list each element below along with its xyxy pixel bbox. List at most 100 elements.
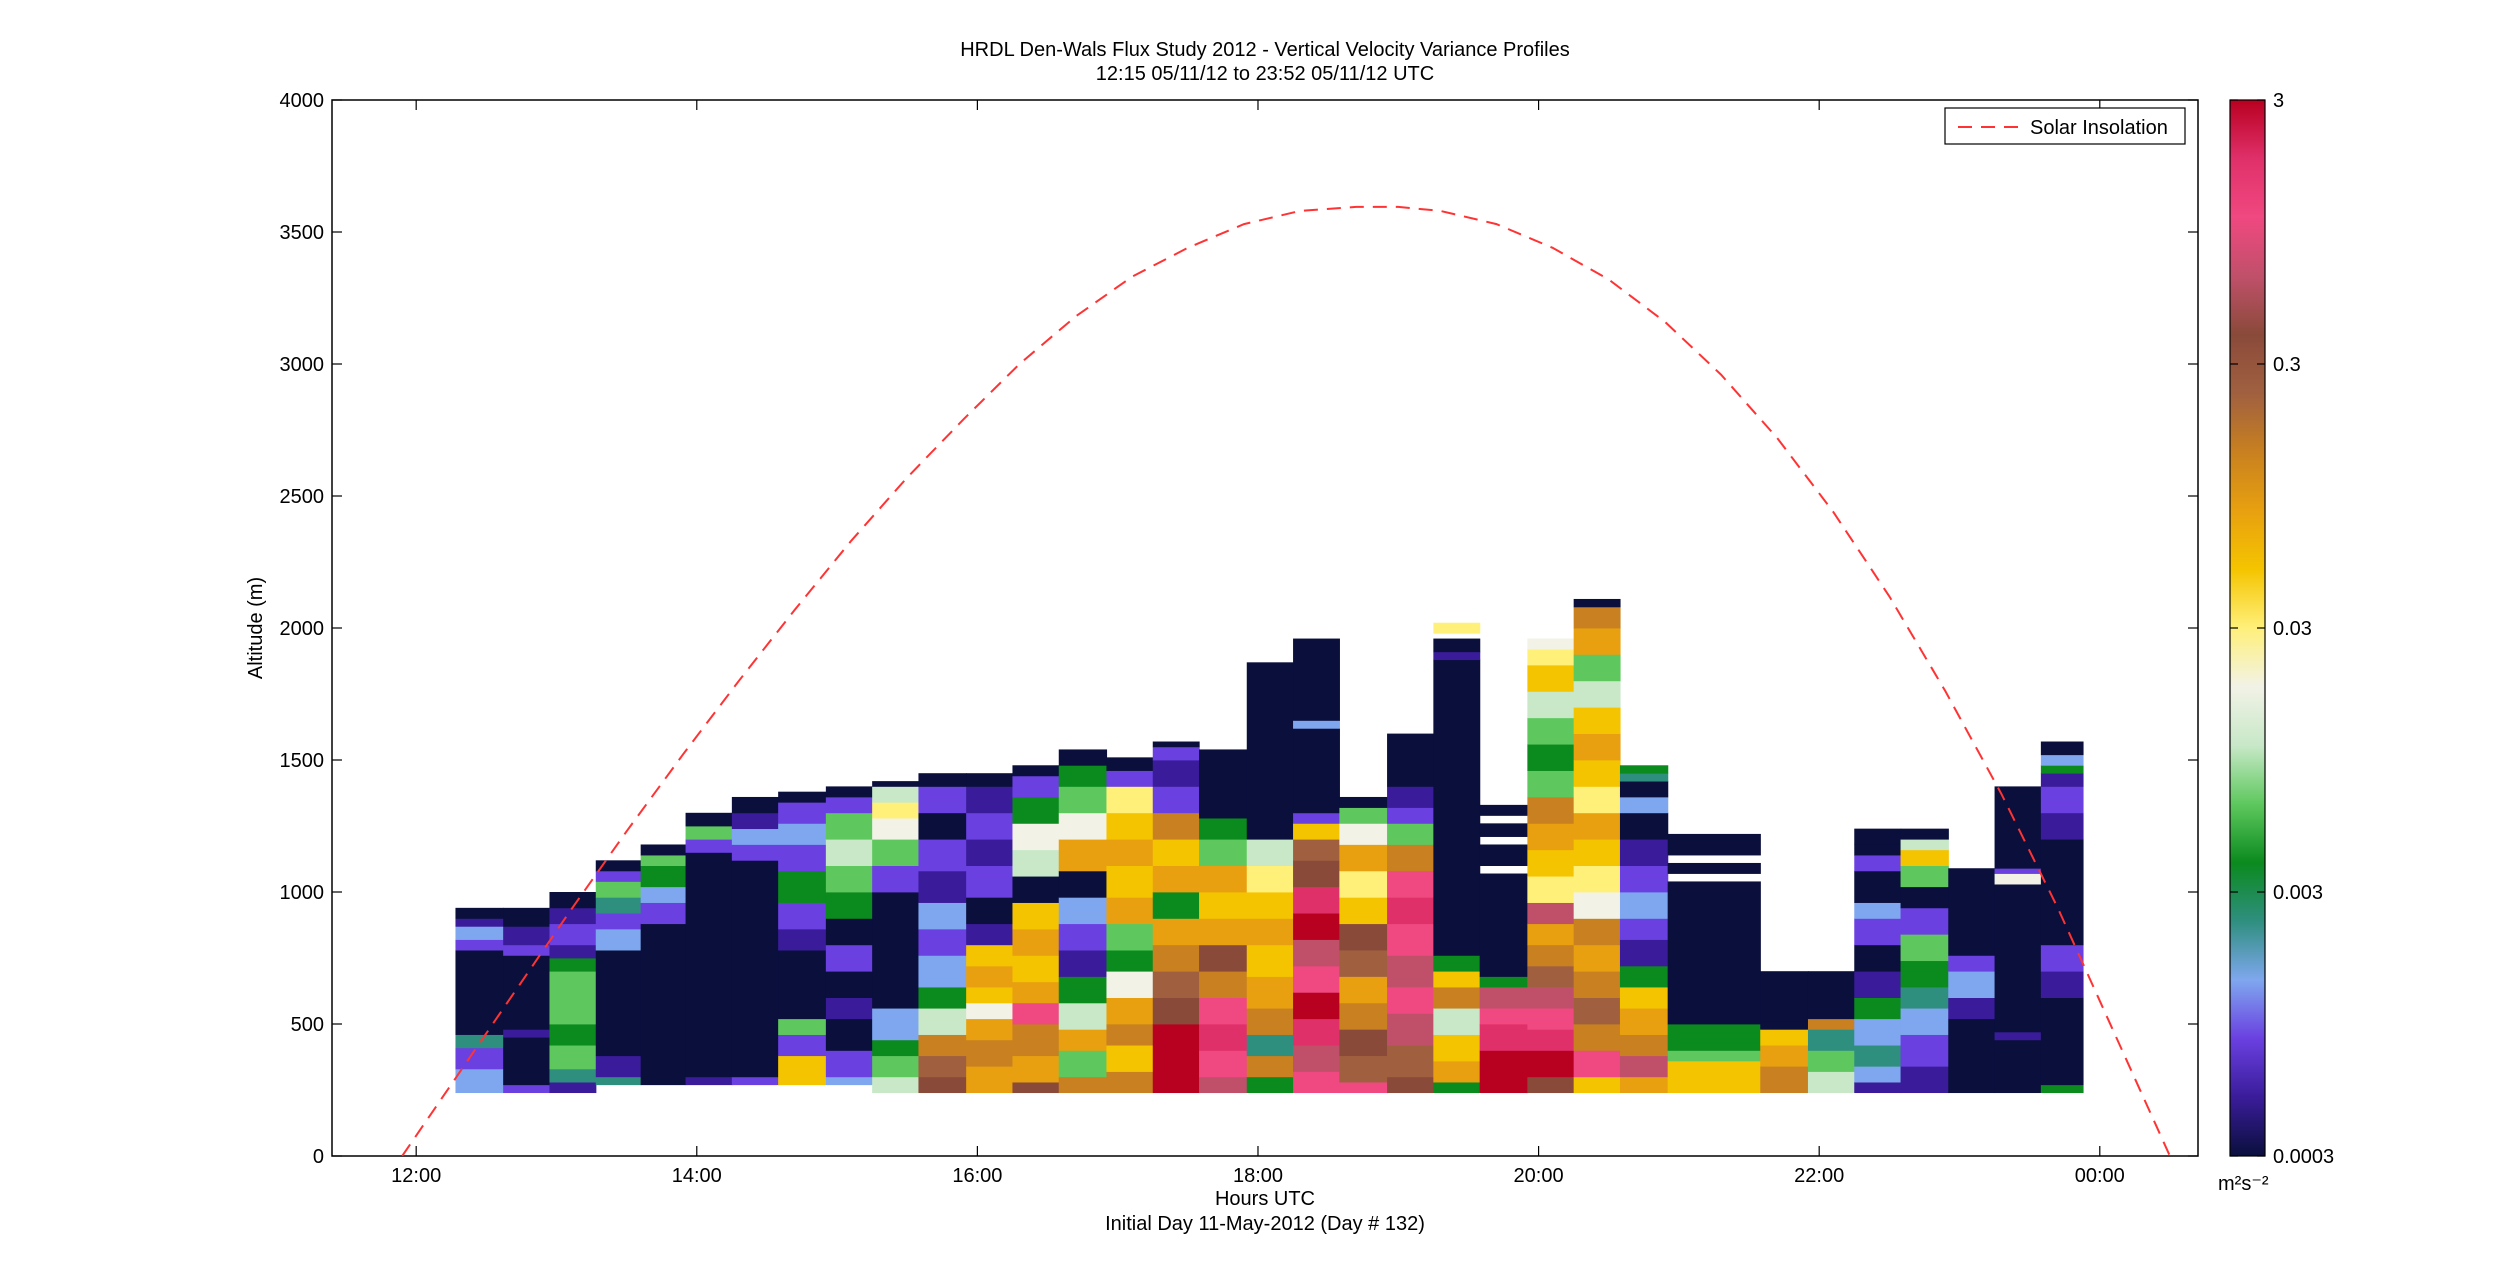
heatmap-cell	[1573, 733, 1621, 761]
heatmap-cell	[1293, 965, 1340, 993]
heatmap-cell	[1058, 1050, 1108, 1078]
heatmap-cell	[1387, 987, 1434, 1014]
heatmap-cell	[1339, 823, 1388, 845]
heatmap-cell	[1293, 839, 1340, 861]
heatmap-cell	[1433, 1008, 1481, 1035]
heatmap-cell	[1433, 971, 1481, 988]
heatmap-cell	[1387, 955, 1434, 988]
legend: Solar Insolation	[1944, 107, 2186, 145]
heatmap-cell	[549, 944, 597, 959]
heatmap-cell	[918, 870, 967, 903]
heatmap-cell	[1479, 804, 1528, 816]
heatmap-cell	[1293, 913, 1340, 940]
heatmap-cell	[1573, 971, 1621, 998]
heatmap-cell	[1387, 1013, 1434, 1046]
heatmap-cell	[685, 812, 733, 827]
x-tick-label: 14:00	[672, 1165, 722, 1187]
heatmap-cell	[549, 1045, 597, 1070]
heatmap-cell	[1807, 1071, 1855, 1094]
heatmap-cell	[503, 944, 551, 956]
heatmap-cell	[1152, 839, 1200, 866]
heatmap-cell	[1619, 939, 1669, 967]
heatmap-cell	[2040, 1084, 2084, 1094]
heatmap-cell	[966, 923, 1014, 946]
colorbar-tick-label: 0.3	[2273, 354, 2301, 376]
heatmap-cell	[1058, 1076, 1108, 1094]
heatmap-cell	[1106, 897, 1154, 925]
heatmap-cell	[640, 855, 687, 866]
heatmap-cell	[778, 791, 827, 803]
heatmap-cell	[1293, 720, 1340, 729]
heatmap-cell	[825, 786, 873, 798]
heatmap-cell	[1106, 786, 1154, 814]
heatmap-cell	[1058, 923, 1108, 951]
heatmap-cell	[549, 892, 597, 909]
heatmap-cell	[1527, 923, 1575, 946]
heatmap-cell	[1152, 786, 1200, 814]
heatmap-cell	[1433, 659, 1481, 956]
heatmap-cell	[731, 812, 779, 830]
heatmap-cell	[1012, 796, 1060, 824]
heatmap-cell	[918, 1076, 967, 1094]
heatmap-cell	[1479, 1008, 1528, 1025]
heatmap-cell	[1527, 1050, 1575, 1078]
heatmap-cell	[731, 1076, 779, 1086]
heatmap-cell	[825, 944, 873, 972]
heatmap-cell	[1527, 770, 1575, 798]
heatmap-cell	[1667, 1050, 1761, 1062]
heatmap-cell	[1012, 902, 1060, 930]
colorbar: 3 0.3 0.03 0.003 0.0003 m²s⁻²	[2218, 90, 2334, 1195]
heatmap-cell	[1199, 839, 1248, 866]
heatmap-cell	[1619, 839, 1669, 866]
heatmap-cell	[872, 1076, 920, 1094]
heatmap-cell	[1058, 1002, 1108, 1030]
heatmap-cell	[595, 928, 642, 951]
heatmap-cell	[1058, 839, 1108, 872]
heatmap-cell	[1573, 598, 1621, 608]
heatmap-cell	[872, 781, 920, 787]
heatmap-cell	[2040, 765, 2084, 774]
heatmap-cell	[918, 812, 967, 840]
heatmap-cell	[1433, 955, 1481, 972]
heatmap-cell	[1339, 1029, 1388, 1057]
heatmap-cell	[1900, 886, 1949, 909]
heatmap-cell	[1479, 1024, 1528, 1051]
heatmap-cell	[1339, 1082, 1388, 1094]
heatmap-cell	[918, 1034, 967, 1057]
heatmap-cell	[966, 897, 1014, 925]
colorbar-tick-label: 3	[2273, 90, 2284, 112]
heatmap-cell	[595, 1055, 642, 1078]
heatmap-cell	[1058, 897, 1108, 925]
heatmap-cell	[1339, 1002, 1388, 1030]
heatmap-cell	[1433, 1034, 1481, 1062]
heatmap-cell	[872, 865, 920, 893]
heatmap-cell	[966, 1002, 1014, 1020]
heatmap-cell	[1293, 1045, 1340, 1072]
heatmap-cell	[1573, 628, 1621, 655]
heatmap-cell	[1339, 870, 1388, 898]
heatmap-cell	[918, 773, 967, 787]
heatmap-cell	[1152, 971, 1200, 998]
heatmap-cell	[1573, 654, 1621, 682]
heatmap-cell	[1760, 1021, 1809, 1030]
heatmap-cell	[918, 928, 967, 956]
heatmap-cell	[1573, 680, 1621, 708]
heatmap-cell	[503, 1084, 551, 1094]
heatmap-cell	[1339, 1055, 1388, 1083]
heatmap-cell	[1387, 923, 1434, 956]
heatmap-cell	[1667, 862, 1761, 874]
y-tick-label: 1000	[280, 882, 325, 904]
heatmap-cell	[1012, 1082, 1060, 1094]
heatmap-cell	[1619, 812, 1669, 840]
heatmap-cell	[1527, 1008, 1575, 1030]
heatmap-cell	[455, 907, 504, 919]
heatmap-cell	[1106, 923, 1154, 951]
heatmap-cell	[1387, 844, 1434, 872]
heatmap-cell	[1012, 876, 1060, 903]
heatmap-cell	[1387, 733, 1434, 787]
heatmap-cell	[455, 1047, 504, 1070]
heatmap-cell	[918, 1008, 967, 1035]
heatmap-cell	[1807, 1018, 1855, 1030]
heatmap-cell	[1479, 1050, 1528, 1094]
heatmap-cell	[1387, 786, 1434, 808]
